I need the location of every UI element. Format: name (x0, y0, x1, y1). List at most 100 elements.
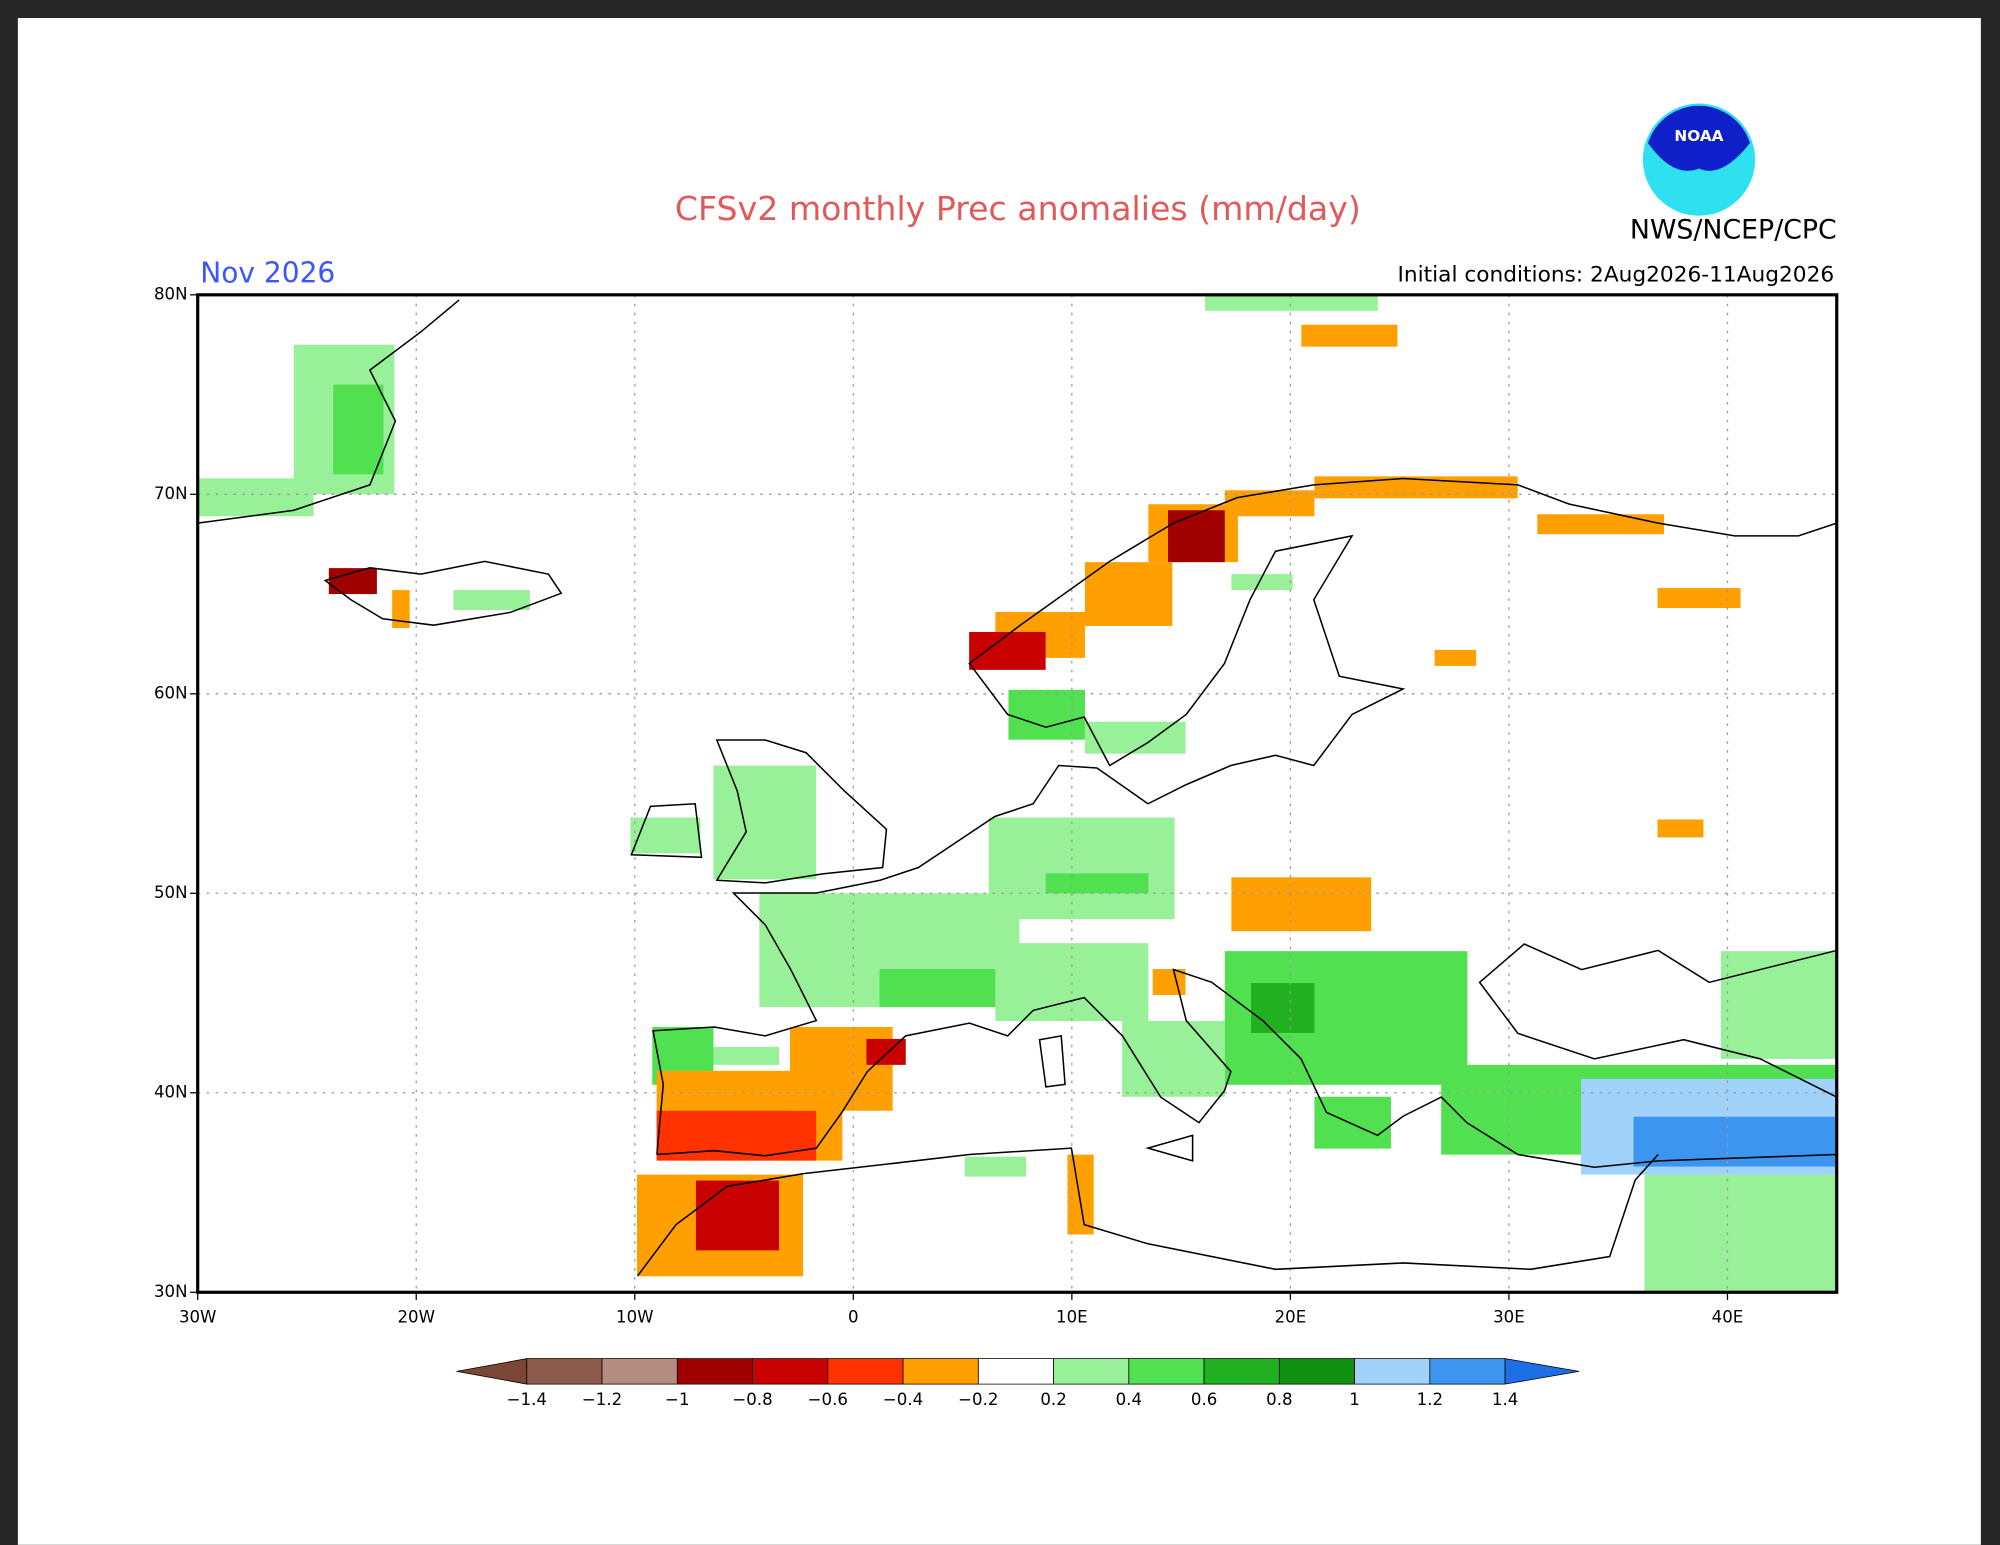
colorbar-label: −1.4 (507, 1390, 547, 1409)
greenland-coast (197, 299, 460, 524)
colorbar-label: −0.2 (958, 1390, 998, 1409)
anomaly-cell (630, 817, 701, 854)
anomaly-cell (1633, 1116, 1837, 1167)
africa-coast (637, 1147, 1659, 1277)
anomaly-cell (988, 817, 1175, 920)
anomaly-cell (1537, 514, 1665, 535)
anomaly-cell (866, 1038, 906, 1065)
anomaly-cell (1152, 969, 1186, 996)
anomaly-cell (1045, 873, 1149, 894)
anomaly-cell (1084, 562, 1173, 626)
colorbar-label: 1.4 (1492, 1390, 1518, 1409)
colorbar-box (676, 1358, 753, 1385)
colorbar-box (1128, 1358, 1205, 1385)
colorbar-box (977, 1358, 1054, 1385)
colorbar-box (526, 1358, 603, 1385)
grid-layer (190, 294, 1837, 1300)
anomaly-cell (1067, 1154, 1094, 1235)
europe-north-coast (652, 477, 1837, 1155)
ireland-coast (630, 802, 703, 859)
colorbar-label: −0.8 (732, 1390, 772, 1409)
anomaly-cell (1301, 324, 1398, 347)
anomaly-cell (713, 1046, 780, 1065)
colorbar-label: 0.4 (1116, 1390, 1142, 1409)
y-tick-label: 50N (154, 883, 188, 902)
anomaly-cell (197, 478, 314, 517)
black-sea-coast (1478, 943, 1838, 1098)
anomaly-layer (197, 294, 1837, 1293)
y-tick-label: 40N (154, 1082, 188, 1101)
anomaly-cell (1168, 510, 1225, 563)
agency-label: NWS/NCEP/CPC (1630, 215, 1837, 246)
colorbar-label: 0.2 (1040, 1390, 1066, 1409)
x-tick-label: 30W (179, 1307, 216, 1326)
colorbar-high-end (1504, 1358, 1580, 1385)
colorbar-box (752, 1358, 829, 1385)
anomaly-cell (969, 631, 1046, 670)
y-tick-label: 30N (154, 1282, 188, 1301)
colorbar-label: −0.4 (883, 1390, 923, 1409)
anomaly-cell (1644, 1174, 1837, 1293)
map-title: CFSv2 monthly Prec anomalies (mm/day) (675, 189, 1361, 228)
x-tick-label: 0 (848, 1307, 859, 1326)
colorbar-label: 1.2 (1417, 1390, 1443, 1409)
x-tick-label: 40E (1712, 1307, 1744, 1326)
colorbar-box (1053, 1358, 1130, 1385)
anomaly-cell (1205, 294, 1378, 311)
y-tick-label: 70N (154, 484, 188, 503)
britain-coast (715, 739, 888, 884)
x-tick-label: 20W (397, 1307, 435, 1326)
noaa-logo: NOAA (1642, 103, 1756, 216)
anomaly-cell (695, 1180, 780, 1251)
anomaly-cell (1251, 983, 1315, 1033)
map-frame (196, 293, 1839, 1294)
anomaly-cell (453, 590, 530, 611)
x-tick-label: 10W (616, 1307, 654, 1326)
anomaly-cell (1314, 1096, 1391, 1149)
colorbar-label: −0.6 (808, 1390, 848, 1409)
colorbar-box (601, 1358, 678, 1385)
sardinia-coast (1038, 1034, 1066, 1088)
anomaly-cell (1720, 951, 1837, 1059)
x-tick-label: 10E (1056, 1307, 1088, 1326)
x-tick-label: 30E (1493, 1307, 1525, 1326)
anomaly-cell (964, 1156, 1026, 1177)
mediterranean-north-coast (656, 968, 1837, 1169)
coastlines (197, 299, 1838, 1277)
logo-text: NOAA (1674, 127, 1723, 145)
colorbar-box (1429, 1358, 1506, 1385)
colorbar-box (1278, 1358, 1355, 1385)
logo-bird (1647, 105, 1750, 171)
anomaly-cell (333, 384, 384, 475)
colorbar-box (1203, 1358, 1280, 1385)
colorbar-box (902, 1358, 979, 1385)
forecast-month: Nov 2026 (200, 256, 335, 289)
colorbar-label: 0.8 (1266, 1390, 1292, 1409)
colorbar-label: −1 (665, 1390, 689, 1409)
y-tick-label: 60N (154, 683, 188, 702)
y-tick-label: 80N (154, 284, 188, 303)
iceland-coast (323, 560, 563, 626)
initial-conditions: Initial conditions: 2Aug2026-11Aug2026 (1398, 263, 1835, 288)
anomaly-cell (1434, 649, 1477, 666)
colorbar: −1.4 −1.2 −1 −0.8 −0.6 −0.4 −0.2 0.2 0.4 0.6 0.8 1 1… (456, 1358, 1580, 1409)
colorbar-label: −1.2 (582, 1390, 622, 1409)
canvas (17, 18, 1981, 1545)
anomaly-cell (1231, 574, 1293, 591)
colorbar-box (827, 1358, 904, 1385)
anomaly-cell (392, 590, 410, 628)
colorbar-box (1354, 1358, 1431, 1385)
anomaly-cell (1657, 588, 1741, 609)
anomaly-cell (1657, 819, 1704, 838)
sicily-coast (1145, 1134, 1194, 1162)
anomaly-cell (1122, 1020, 1225, 1097)
colorbar-label: 1 (1349, 1390, 1360, 1409)
colorbar-label: 0.6 (1191, 1390, 1217, 1409)
anomaly-cell (1008, 689, 1085, 740)
anomaly-cell (1231, 877, 1372, 932)
anomaly-cell (879, 969, 996, 1007)
x-tick-label: 20E (1275, 1307, 1307, 1326)
